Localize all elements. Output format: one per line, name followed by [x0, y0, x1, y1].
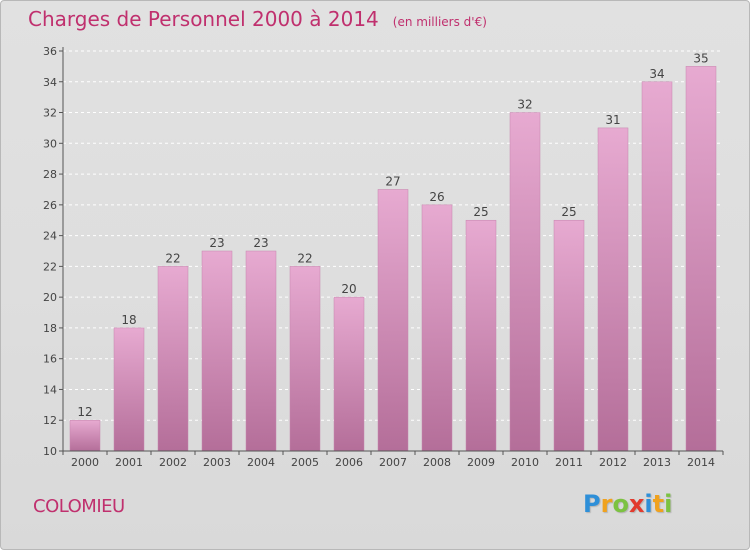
location-name: COLOMIEU — [33, 496, 125, 517]
chart-subtitle: (en milliers d'€) — [392, 15, 487, 29]
x-tick-label: 2004 — [247, 456, 275, 469]
data-label: 35 — [693, 51, 708, 65]
bar — [201, 250, 233, 452]
x-tick-label: 2008 — [423, 456, 451, 469]
y-tick-label: 12 — [43, 414, 57, 427]
data-label: 25 — [561, 205, 576, 219]
x-tick-label: 2003 — [203, 456, 231, 469]
data-label: 27 — [385, 174, 400, 188]
chart-title: Charges de Personnel 2000 à 2014 — [28, 7, 379, 31]
y-tick-label: 10 — [43, 445, 57, 458]
x-tick-label: 2001 — [115, 456, 143, 469]
x-tick-label: 2002 — [159, 456, 187, 469]
bar — [333, 296, 365, 452]
data-label: 22 — [165, 251, 180, 265]
y-tick-label: 16 — [43, 353, 57, 366]
brand-logo-letter: t — [652, 490, 665, 518]
data-label: 18 — [121, 313, 136, 327]
brand-logo-letter: i — [664, 490, 673, 518]
x-tick-label: 2013 — [643, 456, 671, 469]
x-tick-label: 2006 — [335, 456, 363, 469]
bar — [289, 266, 321, 452]
bar — [421, 204, 453, 452]
brand-logo-letter: i — [644, 490, 653, 518]
y-tick-label: 36 — [43, 45, 57, 58]
bar — [113, 327, 145, 452]
data-label: 23 — [253, 236, 268, 250]
bar — [245, 250, 277, 452]
chart-title-block: Charges de Personnel 2000 à 2014 (en mill… — [28, 7, 487, 31]
bar — [69, 419, 101, 452]
bar — [641, 81, 673, 452]
brand-logo-letter: x — [628, 490, 645, 518]
brand-logo-letter: P — [583, 490, 601, 518]
data-label: 25 — [473, 205, 488, 219]
y-tick-label: 32 — [43, 107, 57, 120]
bar — [509, 112, 541, 452]
data-label: 23 — [209, 236, 224, 250]
y-tick-label: 30 — [43, 137, 57, 150]
bar — [465, 219, 497, 452]
bar — [685, 66, 717, 452]
brand-logo: Proxiti — [583, 490, 672, 518]
x-tick-label: 2011 — [555, 456, 583, 469]
x-tick-label: 2010 — [511, 456, 539, 469]
y-tick-label: 24 — [43, 230, 57, 243]
bar — [553, 219, 585, 452]
brand-logo-letter: o — [612, 490, 629, 518]
axes — [59, 47, 724, 455]
data-label: 26 — [429, 190, 444, 204]
tick-labels: 10 12 14 16 18 20 22 24 26 28 30 32 34 36 12 2000 18 2001… — [43, 45, 715, 469]
x-tick-label: 2012 — [599, 456, 627, 469]
x-tick-label: 2009 — [467, 456, 495, 469]
y-tick-label: 22 — [43, 260, 57, 273]
bar — [597, 127, 629, 452]
data-label: 32 — [517, 98, 532, 112]
y-tick-label: 20 — [43, 291, 57, 304]
bar — [377, 189, 409, 452]
brand-logo-letter: r — [600, 490, 613, 518]
y-tick-label: 28 — [43, 168, 57, 181]
data-label: 20 — [341, 282, 356, 296]
y-tick-label: 26 — [43, 199, 57, 212]
x-tick-label: 2014 — [687, 456, 715, 469]
data-label: 31 — [605, 113, 620, 127]
data-label: 34 — [649, 67, 664, 81]
bars — [69, 66, 717, 452]
data-label: 12 — [77, 405, 92, 419]
x-tick-label: 2007 — [379, 456, 407, 469]
y-tick-label: 14 — [43, 383, 57, 396]
x-tick-label: 2000 — [71, 456, 99, 469]
x-tick-label: 2005 — [291, 456, 319, 469]
y-tick-label: 18 — [43, 322, 57, 335]
y-tick-label: 34 — [43, 76, 57, 89]
data-label: 22 — [297, 251, 312, 265]
bar — [157, 266, 189, 452]
